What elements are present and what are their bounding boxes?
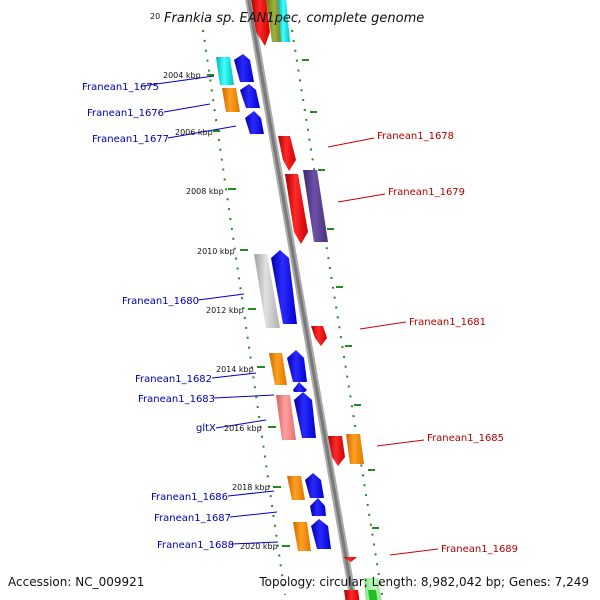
gene-1681-red: [311, 326, 327, 346]
gene-label-left[interactable]: Franean1_1677: [92, 134, 169, 145]
gene-label-left[interactable]: Franean1_1688: [157, 540, 234, 551]
gene-1689-red: [343, 557, 357, 562]
kbp-label: 2006 kbp: [175, 128, 213, 137]
kbp-label: 2012 kbp: [206, 306, 244, 315]
kbp-label: 2010 kbp: [197, 247, 235, 256]
gene-labels-right: Franean1_1678 Franean1_1679 Franean1_168…: [377, 131, 518, 555]
gene-1675-cyan: [216, 57, 234, 85]
gene-label-left[interactable]: gltX: [196, 423, 216, 434]
map-title: 20 Frankia sp. EAN1pec, complete genome: [150, 11, 424, 26]
gene-1682-blue: [287, 350, 307, 382]
kbp-label: 2020 kbp: [240, 542, 278, 551]
gene-1676-blue: [240, 84, 260, 108]
accession-text: Accession: NC_009921: [8, 575, 144, 589]
gene-label-right[interactable]: Franean1_1689: [441, 544, 518, 555]
gene-1675-blue: [234, 54, 254, 82]
backbone: [245, 0, 357, 600]
gene-label-left[interactable]: Franean1_1687: [154, 513, 231, 524]
gene-1688-blue: [311, 519, 331, 549]
genes-left-track: [216, 54, 331, 551]
gene-1679-red: [285, 174, 308, 244]
genome-stats-text: Topology: circular; Length: 8,982,042 bp…: [258, 575, 589, 589]
gene-labels-left: Franean1_1675 Franean1_1676 Franean1_167…: [82, 82, 234, 551]
gene-1677-blue: [245, 111, 264, 134]
gene-bottom-green: [368, 590, 378, 600]
kbp-label: 2014 kbp: [216, 365, 254, 374]
gene-bottom-lightgreen: [364, 578, 382, 600]
gene-bottom-red: [344, 590, 360, 600]
leader-lines-left: [141, 75, 279, 545]
leader-lines-right: [327, 137, 439, 556]
gene-label-right[interactable]: Franean1_1679: [388, 187, 465, 198]
gene-label-right[interactable]: Franean1_1681: [409, 317, 486, 328]
kbp-labels: 2004 kbp 2006 kbp 2008 kbp 2010 kbp 2012…: [163, 71, 278, 551]
gene-label-left[interactable]: Franean1_1683: [138, 394, 215, 405]
gene-1680-grey: [254, 254, 280, 328]
gene-1686-blue: [305, 473, 324, 498]
gene-1688-orange: [293, 522, 311, 551]
genes-right-track: [278, 136, 364, 562]
gene-top-red: [251, 0, 270, 46]
gene-1687-blue: [310, 498, 326, 516]
top-partial-genes: [251, 0, 290, 46]
gene-1683-blue-small: [293, 382, 307, 392]
gene-1686-orange: [287, 476, 305, 500]
gene-1682-orange: [269, 353, 287, 385]
gene-1680-blue: [271, 250, 297, 324]
gene-label-left[interactable]: Franean1_1682: [135, 374, 212, 385]
gene-1685-red: [328, 436, 345, 466]
gene-label-right[interactable]: Franean1_1678: [377, 131, 454, 142]
footer: Accession: NC_009921 Topology: circular;…: [8, 575, 589, 589]
major-ticks-right: [302, 59, 379, 529]
gene-gltX-pink: [276, 395, 296, 440]
kbp-label: 2018 kbp: [232, 483, 270, 492]
gene-label-right[interactable]: Franean1_1685: [427, 433, 504, 444]
bottom-partial-genes: [344, 578, 382, 600]
gene-top-cyan: [278, 0, 290, 42]
gene-label-left[interactable]: Franean1_1675: [82, 82, 159, 93]
gene-label-left[interactable]: Franean1_1680: [122, 296, 199, 307]
kbp-label: 2008 kbp: [186, 187, 224, 196]
gene-label-left[interactable]: Franean1_1676: [87, 108, 164, 119]
title-prefix: 20: [150, 12, 160, 21]
gene-top-olive: [266, 0, 282, 42]
gene-1685-orange: [346, 434, 364, 464]
gene-1676-orange: [222, 88, 240, 112]
gene-label-left[interactable]: Franean1_1686: [151, 492, 228, 503]
kbp-label: 2004 kbp: [163, 71, 201, 80]
gene-gltX-blue: [294, 392, 316, 438]
major-ticks-left: [207, 74, 290, 547]
kbp-label: 2016 kbp: [224, 424, 262, 433]
page-title: Frankia sp. EAN1pec, complete genome: [164, 11, 424, 26]
gene-1679-purple: [303, 170, 328, 242]
gene-1678-red: [278, 136, 296, 171]
